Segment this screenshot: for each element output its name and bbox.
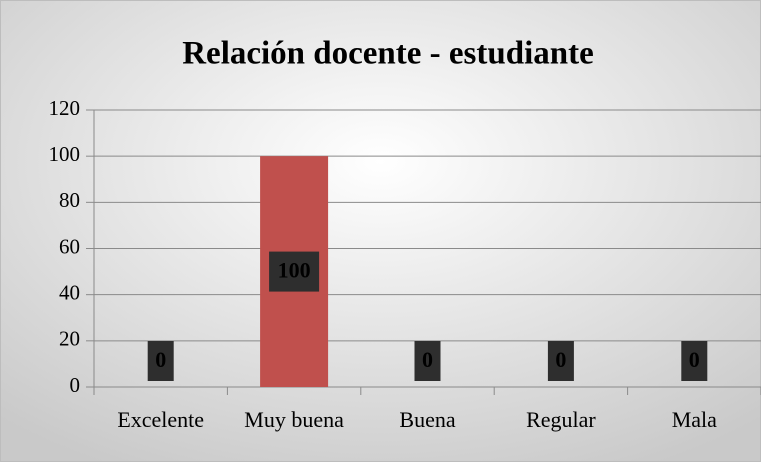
y-tick-label: 120: [49, 96, 81, 120]
y-tick-label: 60: [59, 234, 80, 258]
data-label-box: [681, 341, 708, 381]
y-tick-label: 80: [59, 188, 80, 212]
data-label: 100: [278, 258, 311, 283]
data-label-box: [414, 341, 441, 381]
data-label: 0: [155, 347, 166, 372]
data-label-box: [147, 341, 174, 381]
data-label: 0: [422, 347, 433, 372]
x-tick-label: Buena: [399, 407, 455, 432]
x-tick-label: Regular: [526, 407, 596, 432]
x-tick-label: Excelente: [117, 407, 204, 432]
y-tick-label: 100: [49, 142, 81, 166]
data-label: 0: [689, 347, 700, 372]
x-tick-label: Muy buena: [244, 407, 344, 432]
data-label-box: [269, 251, 320, 292]
chart-title: Relación docente - estudiante: [182, 36, 594, 72]
y-tick-label: 40: [59, 280, 80, 304]
data-label: 0: [555, 347, 566, 372]
y-tick-label: 20: [59, 327, 80, 351]
x-tick-label: Mala: [672, 407, 717, 432]
y-tick-label: 0: [70, 373, 81, 397]
data-label-box: [547, 341, 574, 381]
